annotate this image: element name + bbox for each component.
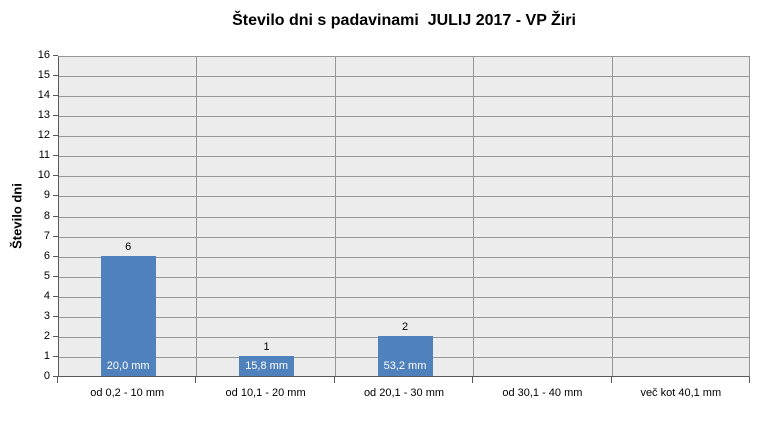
category-label: več kot 40,1 mm — [640, 387, 722, 399]
h-gridline — [59, 276, 749, 278]
y-tick — [53, 335, 58, 337]
x-tick — [749, 377, 750, 383]
y-tick-label: 2 — [43, 329, 50, 342]
y-tick — [53, 155, 58, 157]
y-tick — [53, 55, 58, 56]
bar: 20,0 mm — [100, 255, 156, 376]
h-gridline — [59, 316, 749, 318]
y-tick — [53, 195, 58, 197]
h-gridline — [59, 296, 749, 298]
y-tick-label: 12 — [37, 129, 50, 142]
y-tick — [53, 215, 58, 217]
bar: 53,2 mm — [377, 335, 433, 376]
plot-area: 20,0 mm 6 15,8 mm 1 53,2 mm 2 — [58, 56, 750, 377]
y-tick-label: 15 — [37, 69, 50, 82]
y-tick-label: 10 — [37, 169, 50, 182]
y-tick-label: 1 — [43, 349, 50, 362]
h-gridline — [59, 116, 749, 118]
category-label: od 10,1 - 20 mm — [225, 387, 306, 399]
y-tick — [53, 376, 58, 377]
y-tick — [53, 315, 58, 317]
v-gridline — [611, 57, 613, 376]
h-gridline — [59, 216, 749, 218]
y-tick — [53, 95, 58, 97]
chart-title: Število dni s padavinami JULIJ 2017 - VP… — [232, 12, 576, 29]
y-tick-label: 4 — [43, 289, 50, 302]
h-gridline — [59, 136, 749, 138]
y-tick-label: 9 — [43, 189, 50, 202]
y-tick — [53, 175, 58, 177]
bar-value-label: 1 — [263, 340, 270, 353]
h-gridline — [59, 76, 749, 78]
v-gridline — [473, 57, 475, 376]
v-gridline — [196, 57, 198, 376]
y-tick — [53, 295, 58, 297]
y-tick — [53, 75, 58, 77]
h-gridline — [59, 96, 749, 98]
bar-value-label: 6 — [125, 240, 132, 253]
y-tick-label: 8 — [43, 209, 50, 222]
category-label: od 0,2 - 10 mm — [90, 387, 165, 399]
y-tick-label: 14 — [37, 89, 50, 102]
y-tick — [53, 115, 58, 117]
x-tick — [57, 377, 58, 383]
h-gridline — [59, 176, 749, 178]
y-tick — [53, 355, 58, 357]
v-gridline — [334, 57, 336, 376]
bar-inner-label: 15,8 mm — [245, 360, 288, 372]
bar-value-label: 2 — [401, 320, 409, 333]
y-tick-label: 7 — [43, 229, 50, 242]
y-tick-label: 3 — [43, 309, 50, 322]
y-tick-label: 6 — [43, 249, 50, 262]
category-label: od 30,1 - 40 mm — [502, 387, 583, 399]
category-label: od 20,1 - 30 mm — [363, 387, 445, 399]
y-tick — [53, 255, 58, 257]
y-tick-label: 16 — [37, 49, 50, 61]
bar: 15,8 mm — [239, 355, 295, 376]
y-tick — [53, 275, 58, 277]
y-tick-label: 11 — [38, 149, 50, 162]
x-tick — [333, 377, 335, 383]
bar-inner-label: 53,2 mm — [383, 360, 427, 372]
y-tick — [53, 235, 58, 237]
h-gridline — [59, 256, 749, 258]
bar-inner-label: 20,0 mm — [106, 360, 150, 372]
h-gridline — [59, 156, 749, 158]
h-gridline — [59, 196, 749, 198]
y-tick-label: 13 — [37, 109, 50, 122]
x-tick — [610, 377, 612, 383]
y-tick-label: 0 — [43, 370, 50, 382]
x-tick — [472, 377, 474, 383]
x-tick — [195, 377, 197, 383]
y-tick — [53, 135, 58, 137]
h-gridline — [59, 236, 749, 238]
y-tick-label: 5 — [43, 269, 50, 282]
